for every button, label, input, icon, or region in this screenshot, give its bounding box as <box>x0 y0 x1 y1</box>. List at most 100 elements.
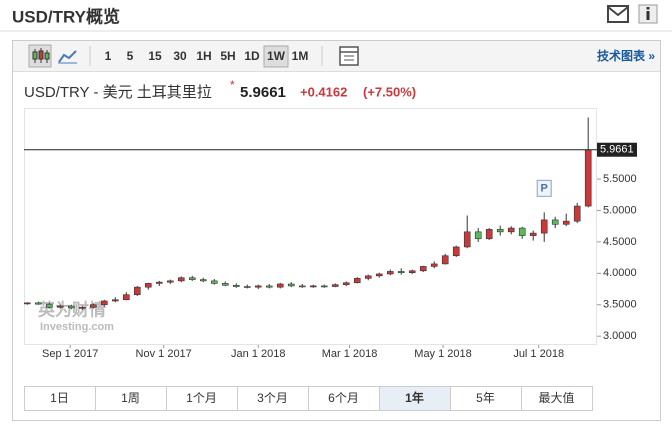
info-icon[interactable] <box>638 4 658 24</box>
candle-body <box>452 246 460 257</box>
interval-selected-bg <box>263 45 289 68</box>
candle-body <box>177 277 185 282</box>
y-tick-label: 3.5000 <box>603 299 637 311</box>
candle-body <box>144 283 152 288</box>
quote-change: +0.4162 <box>300 84 347 99</box>
y-tick-label: 3.0000 <box>603 330 637 342</box>
candle-body <box>529 232 537 236</box>
candle-body <box>287 283 295 287</box>
candle-body <box>78 306 86 309</box>
interval-button[interactable]: 1W <box>267 49 286 63</box>
candle-body <box>573 205 581 222</box>
annotation-box[interactable] <box>536 179 552 197</box>
quote-name: USD/TRY - 美元 土耳其里拉 <box>24 84 212 101</box>
technical-chart-link[interactable]: 技术图表 » <box>597 48 655 63</box>
range-tab-label[interactable]: 6个月 <box>328 391 359 405</box>
annotation-label[interactable]: P <box>541 182 548 194</box>
candle-body <box>232 284 240 287</box>
candle-body <box>408 270 416 274</box>
candle-body <box>353 278 361 284</box>
candle-body <box>34 302 42 305</box>
range-tab[interactable] <box>450 386 522 411</box>
range-tab-label[interactable]: 最大值 <box>538 390 574 405</box>
interval-button[interactable]: 5 <box>127 49 134 63</box>
candle-body <box>474 231 482 240</box>
range-tab-selected[interactable] <box>379 386 451 411</box>
interval-button[interactable]: 1H <box>196 49 211 63</box>
range-tab[interactable] <box>521 386 593 411</box>
candle-body <box>540 219 548 234</box>
candle-body <box>133 286 141 296</box>
range-tab-label[interactable]: 1年 <box>405 390 424 405</box>
last-price-label: 5.9661 <box>600 144 634 156</box>
candle-body <box>309 285 317 288</box>
candle-body <box>331 284 339 287</box>
toolbar <box>13 41 660 71</box>
range-tab[interactable] <box>308 386 380 411</box>
last-price-box <box>597 142 637 157</box>
candle-body <box>199 279 207 282</box>
candle-body <box>320 285 328 288</box>
candle-body <box>155 281 163 284</box>
y-tick-label: 4.5000 <box>603 236 637 248</box>
watermark-site: Investing.com <box>40 321 114 333</box>
interval-button[interactable]: 5H <box>220 49 235 63</box>
candle-body <box>386 271 394 275</box>
watermark-brand: 英为财情 <box>38 299 106 319</box>
range-tab-label[interactable]: 5年 <box>476 391 495 405</box>
candle-body <box>496 229 504 233</box>
interval-button[interactable]: 1 <box>105 49 112 63</box>
candle-body <box>375 273 383 277</box>
candle-body <box>254 285 262 288</box>
interval-button[interactable]: 30 <box>173 49 187 63</box>
candle-body <box>397 271 405 274</box>
area-type-button[interactable] <box>58 50 77 64</box>
candle-body <box>430 263 438 267</box>
candle-body <box>188 277 196 280</box>
candle-body <box>100 300 108 306</box>
candle-body <box>276 283 284 288</box>
candle-body <box>166 280 174 283</box>
range-tab[interactable] <box>24 386 96 411</box>
interval-button[interactable]: 15 <box>148 49 162 63</box>
range-tab-label[interactable]: 1日 <box>50 391 69 405</box>
interval-button[interactable]: 1M <box>292 49 309 63</box>
candle-body <box>67 305 75 309</box>
quote-price: 5.9661 <box>240 84 286 101</box>
candle-body <box>342 282 350 285</box>
candle-body <box>56 305 64 308</box>
x-tick-label: Nov 1 2017 <box>136 348 192 360</box>
y-tick-label: 5.5000 <box>603 173 637 185</box>
candle-body <box>122 294 130 301</box>
settings-button[interactable] <box>339 46 359 66</box>
candle-body <box>111 299 119 302</box>
interval-button[interactable]: 1D <box>244 49 260 63</box>
candle-body <box>485 229 493 240</box>
candle-type-button[interactable] <box>28 44 52 68</box>
candle-body <box>298 285 306 288</box>
plot-area <box>24 108 597 345</box>
candle-body <box>265 285 273 288</box>
candle-body <box>518 227 526 236</box>
x-tick-label: May 1 2018 <box>414 348 471 360</box>
candle-body <box>551 219 559 225</box>
x-tick-label: Mar 1 2018 <box>322 348 378 360</box>
mail-icon[interactable] <box>607 5 629 23</box>
y-tick-label: 5.0000 <box>603 204 637 216</box>
page-title: USD/TRY概览 <box>12 6 120 26</box>
x-tick-label: Jan 1 2018 <box>231 348 285 360</box>
candle-body <box>45 303 53 308</box>
candle-body <box>441 255 449 265</box>
range-tab-label[interactable]: 1周 <box>121 391 140 405</box>
range-tab-label[interactable]: 3个月 <box>257 391 288 405</box>
range-tab-label[interactable]: 1个月 <box>186 391 217 405</box>
range-tab[interactable] <box>95 386 167 411</box>
y-tick-label: 4.0000 <box>603 267 637 279</box>
candle-body <box>562 220 570 225</box>
candle-body <box>463 231 471 248</box>
candle-body <box>507 227 515 233</box>
candle-body <box>89 304 97 308</box>
x-tick-label: Jul 1 2018 <box>513 348 564 360</box>
x-tick-label: Sep 1 2017 <box>42 348 98 360</box>
